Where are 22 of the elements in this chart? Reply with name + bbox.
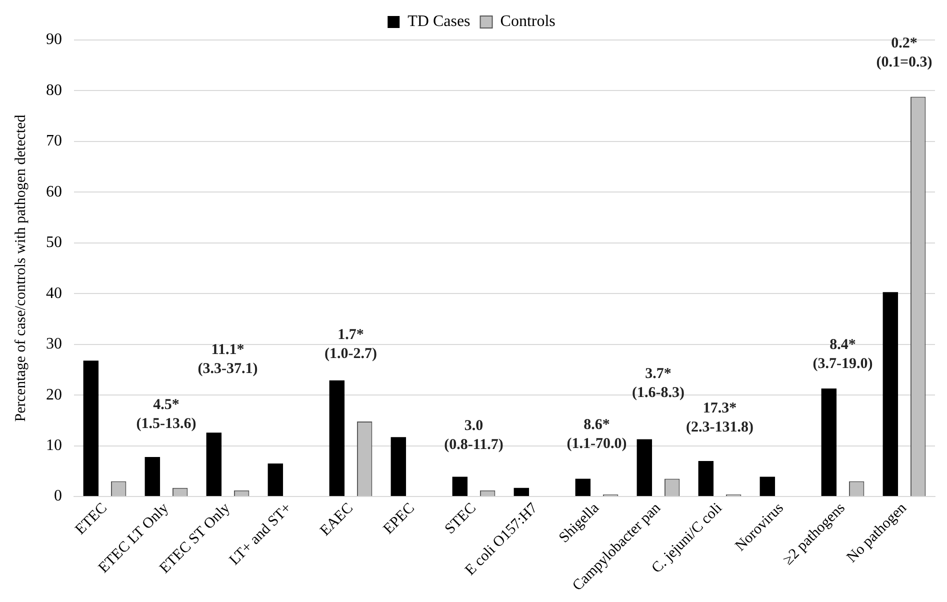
y-tick-label: 80 xyxy=(46,82,62,99)
annotation: 3.0 (0.8-11.7) xyxy=(444,418,504,454)
y-tick-label: 30 xyxy=(46,336,62,353)
annotation: 4.5* (1.5-13.6) xyxy=(136,397,196,432)
y-tick-label: 20 xyxy=(46,386,62,404)
legend-label: Controls xyxy=(500,13,556,30)
y-axis-title: Percentage of case/controls with pathogen detected xyxy=(12,114,29,422)
annotation: 8.4* (3.7-19.0) xyxy=(812,336,873,372)
y-tick-label: 70 xyxy=(46,132,62,150)
y-tick-label: 60 xyxy=(46,183,62,200)
y-tick-label: 10 xyxy=(46,436,62,454)
annotation: 11.1* (3.3-37.1) xyxy=(198,342,258,377)
annotation: 1.7* (1.0-2.7) xyxy=(324,326,377,362)
legend-label: TD Cases xyxy=(408,13,470,30)
annotation: 0.2* (0.1=0.3) xyxy=(876,36,932,71)
y-tick-label: 90 xyxy=(46,31,62,48)
y-tick-label: 40 xyxy=(46,284,62,302)
annotation: 8.6* (1.1-70.0) xyxy=(566,416,627,452)
annotation: 3.7* (1.6-8.3) xyxy=(632,366,684,402)
annotation: 17.3* (2.3-131.8) xyxy=(686,400,754,436)
y-tick-label: 0 xyxy=(54,488,62,505)
y-tick-label: 50 xyxy=(46,234,62,252)
